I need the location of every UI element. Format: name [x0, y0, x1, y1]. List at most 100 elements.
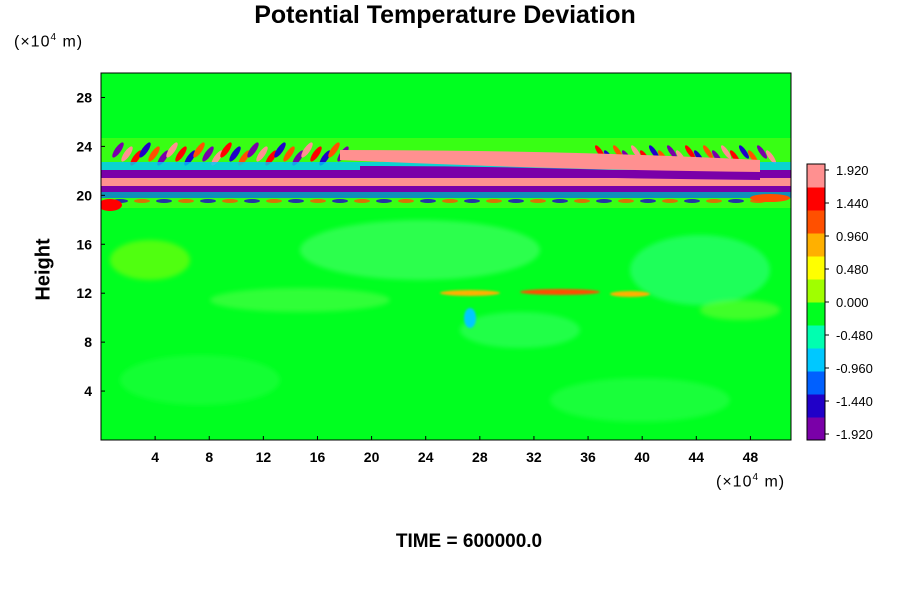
y-tick-label: 16: [76, 236, 92, 252]
colorbar-tick-label: 1.440: [836, 196, 869, 211]
colorbar-swatch: [807, 382, 825, 389]
colorbar-swatch: [807, 164, 825, 171]
x-tick-label: 48: [743, 449, 759, 465]
colorbar-swatch: [807, 187, 825, 194]
wave-cell: [464, 199, 480, 203]
x-tick-label: 20: [364, 449, 380, 465]
wave-cell: [229, 146, 241, 162]
wave-cell: [720, 145, 732, 159]
colorbar-swatch: [807, 169, 825, 176]
colorbar-swatch: [807, 353, 825, 360]
band-layer: [101, 178, 791, 186]
wave-cell: [288, 199, 304, 203]
x-tick-label: 28: [472, 449, 488, 465]
colorbar-tick-label: -1.920: [836, 427, 873, 442]
colorbar-tick-label: -0.960: [836, 361, 873, 376]
plot-frame: [100, 72, 792, 441]
colorbar-swatch: [807, 365, 825, 372]
field-patch: [460, 312, 580, 348]
time-label: TIME = 600000.0: [395, 531, 543, 552]
wave-cell: [157, 150, 169, 166]
colorbar-swatch: [807, 336, 825, 343]
x-tick-label: 4: [151, 449, 159, 465]
wave-cell: [420, 199, 436, 203]
wave-cell: [354, 199, 370, 203]
colorbar-swatch: [807, 267, 825, 274]
colorbar-swatch: [807, 359, 825, 366]
colorbar-swatch: [807, 284, 825, 291]
wave-cell: [202, 146, 214, 162]
colorbar-swatch: [807, 250, 825, 257]
wave-cell: [728, 199, 744, 203]
colorbar-swatch: [807, 215, 825, 222]
wave-cell: [765, 150, 777, 164]
x-tick-label: 8: [205, 449, 213, 465]
y-axis-unit: (×104 m): [14, 32, 84, 51]
colorbar-tick-label: 0.480: [836, 262, 869, 277]
colorbar-swatch: [807, 307, 825, 314]
wave-cell: [310, 146, 322, 162]
colorbar-swatch: [807, 238, 825, 245]
colorbar-swatch: [807, 348, 825, 355]
colorbar-swatch: [807, 422, 825, 429]
band-layer: [101, 186, 791, 192]
colorbar-swatch: [807, 198, 825, 205]
wave-cell: [702, 145, 714, 159]
wave-cell: [112, 142, 124, 158]
field-patch: [630, 235, 770, 305]
wave-cell: [596, 199, 612, 203]
field-patch: [300, 220, 540, 280]
x-ticks: 4 8 12 16 20 24 28 32 36 40 44 48: [151, 436, 758, 465]
wave-cell: [376, 199, 392, 203]
colorbar-swatch: [807, 210, 825, 217]
wave-cell: [283, 146, 295, 162]
field-patch: [550, 378, 730, 422]
colorbar-swatch: [807, 256, 825, 263]
x-tick-label: 44: [689, 449, 705, 465]
warm-streak: [440, 290, 500, 296]
wave-cell: [121, 146, 133, 162]
wave-cell: [184, 150, 196, 166]
wave-cell: [175, 146, 187, 162]
x-tick-label: 16: [310, 449, 326, 465]
field-patch: [700, 300, 780, 320]
colorbar-swatch: [807, 411, 825, 418]
colorbar-swatch: [807, 204, 825, 211]
colorbar-swatch: [807, 175, 825, 182]
wave-cell: [247, 142, 259, 158]
x-tick-label: 12: [256, 449, 272, 465]
wave-cell: [662, 199, 678, 203]
y-tick-label: 4: [84, 383, 92, 399]
wave-cell: [200, 199, 216, 203]
wave-cell: [266, 199, 282, 203]
colorbar-tick-label: 0.000: [836, 295, 869, 310]
colorbar-swatch: [807, 181, 825, 188]
x-tick-label: 40: [634, 449, 650, 465]
y-tick-label: 24: [76, 138, 92, 154]
colorbar-tick-label: -1.440: [836, 394, 873, 409]
wave-cell: [130, 150, 142, 166]
field-band-1200: [440, 289, 650, 328]
field-texture: [110, 220, 780, 422]
cold-streak: [464, 308, 476, 328]
wave-cell: [211, 150, 223, 166]
colorbar-swatch: [807, 290, 825, 297]
warm-streak: [520, 289, 600, 295]
wave-cell: [666, 145, 678, 159]
colorbar-swatch: [807, 399, 825, 406]
y-tick-label: 12: [76, 285, 92, 301]
colorbar-swatch: [807, 325, 825, 332]
wave-cell: [256, 146, 268, 162]
wave-cell: [648, 145, 660, 159]
colorbar-swatch: [807, 273, 825, 280]
wave-cell: [530, 199, 546, 203]
colorbar-swatch: [807, 244, 825, 251]
colorbar-swatch: [807, 330, 825, 337]
y-tick-label: 20: [76, 187, 92, 203]
colorbar-swatch: [807, 192, 825, 199]
x-tick-label: 36: [580, 449, 596, 465]
colorbar: 1.920 1.440 0.960 0.480 0.000 -0.480 -0.960 -1.…: [806, 163, 873, 442]
wave-cell: [301, 142, 313, 158]
colorbar-swatch: [807, 342, 825, 349]
wave-cell: [684, 145, 696, 159]
